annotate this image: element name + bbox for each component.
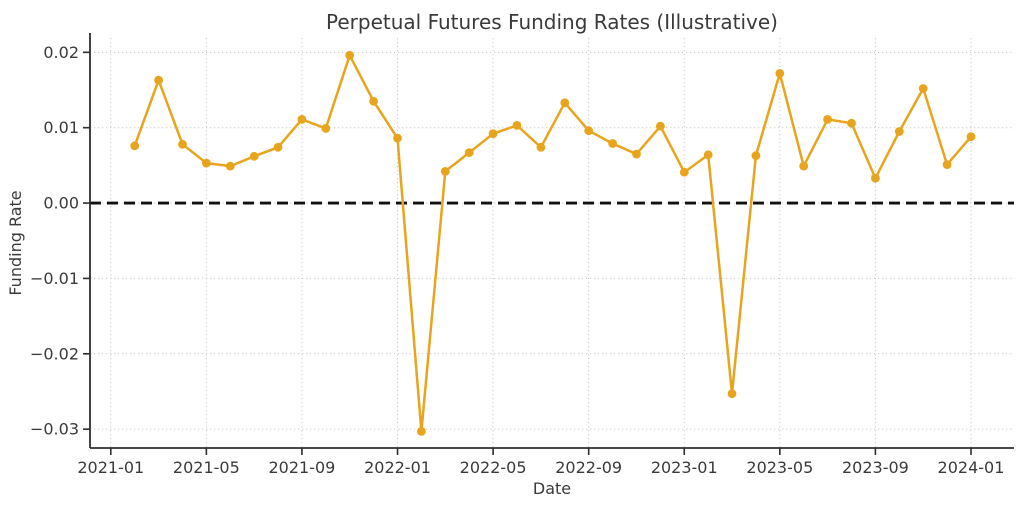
data-point [154,75,164,85]
data-point [345,50,355,60]
data-point [703,150,713,160]
data-point [751,151,761,161]
data-point [369,96,378,106]
series-line [133,54,973,433]
data-point [679,167,689,177]
data-point [656,121,665,131]
y-tick-label: 0.00 [43,194,79,213]
data-point [512,121,522,130]
y-tick-label: 0.01 [43,118,79,137]
data-point [608,139,617,148]
y-tick-label: −0.03 [30,420,79,439]
x-tick-label: 2021-01 [77,458,144,477]
data-point [584,126,594,136]
x-tick-label: 2023-05 [746,458,813,477]
chart-title: Perpetual Futures Funding Rates (Illustr… [326,10,778,34]
data-point [894,127,904,136]
data-point [273,142,283,152]
tick-labels: 0.02 0.01 0.00 −0.01 −0.02 −0.03 2021-01 2021-0… [30,43,1004,477]
data-point [560,98,570,108]
data-point [488,129,498,139]
data-point [966,132,976,142]
data-point [632,149,641,159]
x-tick-label: 2021-09 [269,458,336,477]
y-axis-label: Funding Rate [6,190,25,295]
x-tick-label: 2021-05 [173,458,240,477]
data-point [847,118,856,128]
data-point [536,142,546,152]
x-tick-label: 2024-01 [938,458,1005,477]
data-point [918,84,928,93]
grid-lines [90,38,1014,448]
data-point [225,161,235,171]
x-tick-label: 2022-01 [364,458,431,477]
data-point [440,167,450,176]
series-funding-rate [130,50,976,436]
data-point [775,69,785,78]
data-point [321,123,331,133]
x-tick-label: 2023-09 [842,458,909,477]
axes-spines-ticks [83,33,1014,455]
y-tick-label: −0.02 [30,344,79,363]
data-point [727,389,737,399]
y-tick-label: −0.01 [30,269,79,288]
data-point [417,427,426,436]
data-point [464,148,474,158]
data-point [202,158,211,168]
data-point [799,161,809,171]
data-point [942,160,952,170]
data-point [249,151,259,161]
data-point [871,173,880,183]
x-tick-label: 2022-05 [460,458,527,477]
data-point [297,115,307,124]
x-tick-label: 2023-01 [651,458,718,477]
y-tick-label: 0.02 [43,43,79,62]
data-point [178,139,187,149]
x-axis-label: Date [533,479,571,498]
data-point [823,115,832,124]
data-point [130,141,140,151]
x-tick-label: 2022-09 [555,458,622,477]
data-point [393,133,402,143]
